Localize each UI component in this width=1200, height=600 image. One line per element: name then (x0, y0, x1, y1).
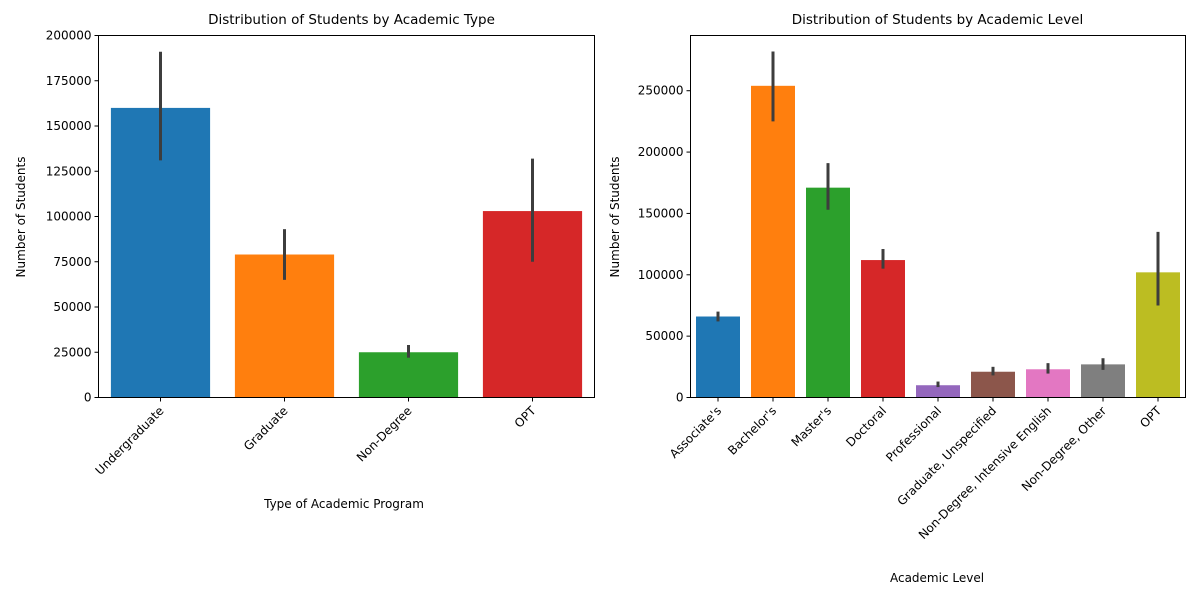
y-tick-label: 0 (676, 391, 684, 405)
x-axis-label: Type of Academic Program (263, 497, 424, 511)
y-tick-label: 75000 (53, 255, 91, 269)
y-axis-label: Number of Students (14, 157, 28, 278)
y-axis-label: Number of Students (608, 157, 622, 278)
y-tick-label: 200000 (638, 145, 684, 159)
y-tick-label: 250000 (638, 84, 684, 98)
y-tick-label: 50000 (53, 300, 91, 314)
chart-title: Distribution of Students by Academic Typ… (208, 12, 495, 28)
bar (861, 260, 905, 398)
y-tick-label: 200000 (46, 29, 92, 43)
y-tick-label: 0 (84, 391, 92, 405)
y-tick-label: 100000 (638, 268, 684, 282)
plot-frame (690, 35, 1186, 398)
y-tick-label: 25000 (53, 345, 91, 359)
plot-frame (98, 35, 595, 398)
bar (358, 352, 459, 398)
bar (696, 316, 740, 398)
y-tick-label: 125000 (46, 164, 92, 178)
error-bar-group (159, 51, 534, 358)
x-axis-label: Academic Level (890, 571, 984, 585)
bar (751, 85, 795, 398)
chart-title: Distribution of Students by Academic Lev… (792, 12, 1084, 28)
y-tick-label: 100000 (46, 210, 92, 224)
bar-group (696, 85, 1180, 398)
bar (916, 385, 960, 398)
y-axis-ticks: 0 25000 50000 75000 100000 125000 150000 175000… (46, 29, 99, 405)
y-tick-label: 150000 (46, 119, 92, 133)
y-tick-label: 175000 (46, 74, 92, 88)
bar (1026, 369, 1070, 398)
y-axis-ticks: 0 50000 100000 150000 200000 250000 (638, 84, 691, 405)
y-tick-label: 50000 (645, 329, 683, 343)
y-tick-label: 150000 (638, 206, 684, 220)
bar (971, 371, 1015, 398)
error-bar-group (716, 51, 1160, 388)
bar (806, 187, 850, 398)
